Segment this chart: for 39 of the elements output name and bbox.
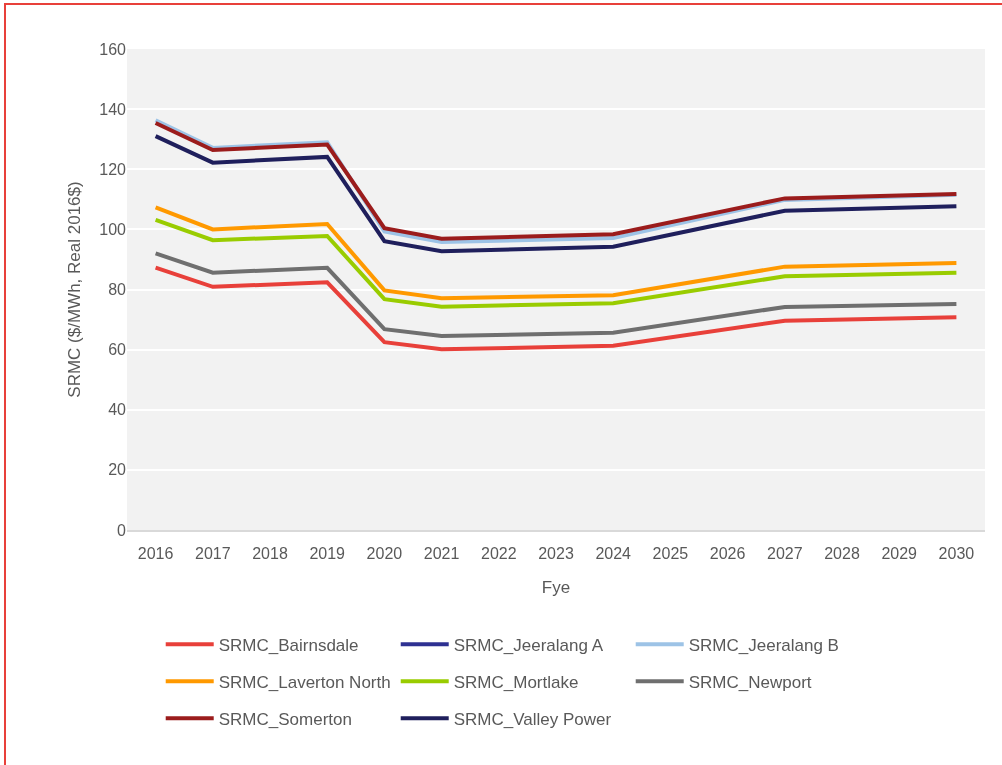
line-series	[153, 265, 959, 352]
x-tick-label: 2018	[252, 545, 288, 563]
x-axis-title: Fye	[541, 578, 571, 598]
x-tick-label: 2024	[595, 545, 632, 563]
legend-label: SRMC_Jeeralang B	[688, 635, 839, 655]
x-tick-label: 2016	[137, 545, 174, 563]
legend-label: SRMC_Bairnsdale	[218, 635, 359, 655]
x-tick-label: 2017	[195, 545, 231, 563]
line-series	[153, 134, 959, 254]
y-tick-label: 60	[108, 341, 127, 359]
x-tick-label: 2020	[366, 545, 403, 563]
x-tick-label: 2028	[824, 545, 860, 563]
x-tick-label: 2027	[767, 545, 803, 563]
y-tick-label: 120	[99, 160, 127, 178]
x-tick-label: 2026	[709, 545, 746, 563]
legend-label: SRMC_Somerton	[218, 709, 352, 729]
y-tick-label: 20	[108, 461, 127, 479]
legend-label: SRMC_Mortlake	[453, 672, 579, 692]
legend-label: SRMC_Jeeralang A	[453, 635, 604, 655]
x-tick-label: 2025	[652, 545, 689, 563]
y-axis-title: SRMC ($/MWh, Real 2016$)	[64, 181, 84, 398]
y-tick-label: 80	[108, 281, 127, 299]
x-tick-label: 2029	[881, 545, 918, 563]
x-tick-label: 2022	[481, 545, 517, 563]
y-tick-label: 100	[99, 220, 127, 238]
line-series	[153, 251, 959, 339]
line-series	[153, 205, 959, 301]
x-tick-label: 2023	[538, 545, 574, 563]
line-series	[153, 217, 959, 309]
legend-label: SRMC_Valley Power	[453, 709, 612, 729]
y-tick-label: 0	[117, 521, 127, 539]
x-tick-label: 2021	[423, 545, 460, 563]
x-tick-label: 2019	[309, 545, 346, 563]
y-tick-label: 160	[99, 40, 127, 58]
legend-label: SRMC_Newport	[688, 672, 812, 692]
legend-label: SRMC_Laverton North	[218, 672, 391, 692]
y-tick-label: 140	[99, 100, 127, 118]
x-tick-label: 2030	[938, 545, 975, 563]
y-tick-label: 40	[108, 401, 127, 419]
